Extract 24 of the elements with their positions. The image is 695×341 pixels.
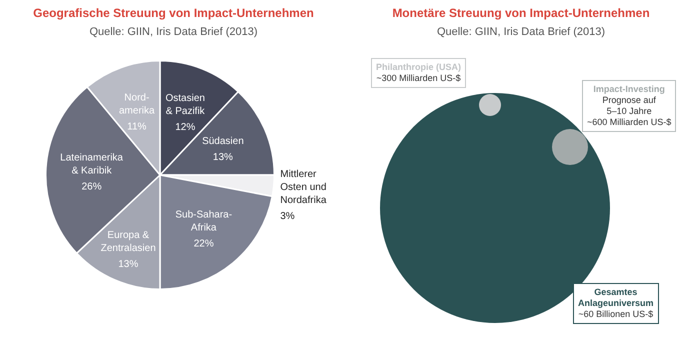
text: Prognose auf 5–10 Jahre ~600 Milliarden US-$ (587, 95, 672, 128)
text: ~300 Milliarden US-$ (376, 73, 461, 84)
chart-title: Geografische Streuung von Impact-Unternehmen (32, 6, 315, 20)
data-label: 26% (82, 181, 102, 192)
text: Quelle: GIIN, Iris Data Brief (2013) (436, 26, 606, 38)
text: Impact-Investing (592, 84, 666, 95)
slice-label: Sub-Sahara- Afrika (175, 210, 232, 234)
data-label: 3% (280, 211, 295, 222)
slice-label: Südasien (202, 136, 244, 148)
data-label: 13% (212, 152, 234, 164)
text: Philanthropie (USA) (376, 62, 461, 73)
slice-label: Nord- amerika (118, 92, 155, 116)
slice-label: Europa & Zentralasien (100, 230, 156, 254)
slice-label: Mittlerer Osten und Nordafrika (280, 169, 327, 206)
text: Gesamtes Anlageuniversum (578, 287, 654, 309)
text: ~60 Billionen US-$ (578, 309, 654, 320)
data-label: 12% (175, 122, 196, 134)
slice-label: Lateinamerika & Karibik (60, 152, 124, 176)
data-label: 22% (194, 238, 214, 250)
data-label: 11% (127, 121, 147, 132)
text: Monetäre Streuung von Impact-Unternehmen (391, 6, 651, 20)
chart-subtitle: Quelle: GIIN, Iris Data Brief (2013) (88, 26, 259, 38)
slice-label: Ostasien & Pazifik (166, 93, 206, 118)
data-label: 13% (118, 259, 138, 270)
